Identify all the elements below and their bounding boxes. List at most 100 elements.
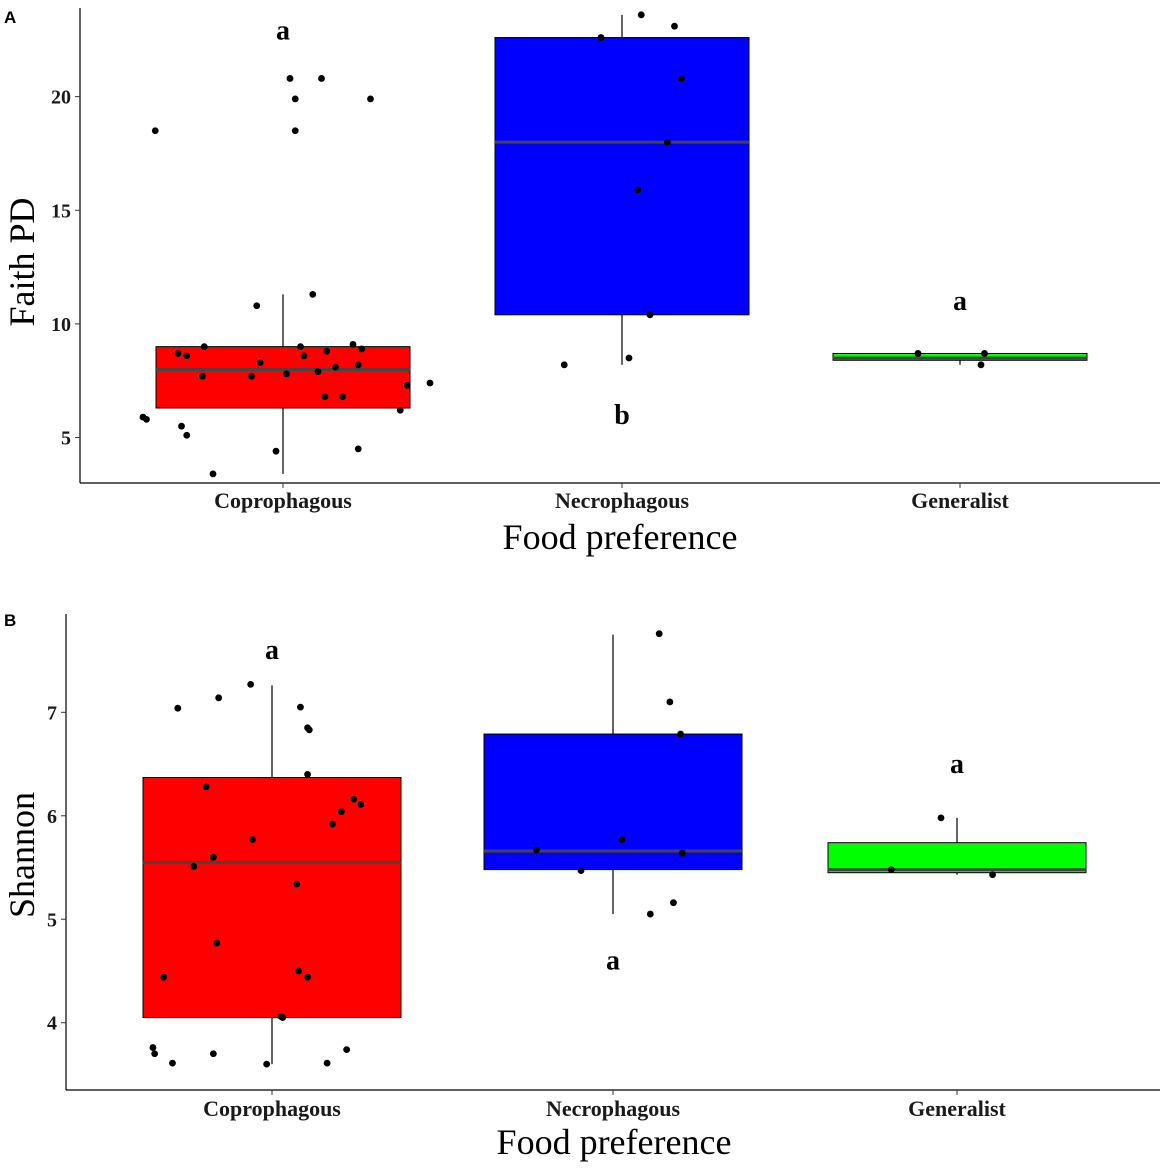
data-point-coprophagous bbox=[283, 370, 290, 378]
x-tick-label-necrophagous: Necrophagous bbox=[546, 1096, 680, 1121]
data-point-coprophagous bbox=[403, 381, 411, 389]
data-point-coprophagous bbox=[174, 350, 182, 357]
data-point-coprophagous bbox=[143, 415, 150, 423]
data-point-generalist bbox=[989, 871, 996, 879]
data-point-coprophagous bbox=[190, 863, 198, 870]
data-point-coprophagous bbox=[309, 290, 317, 298]
data-point-coprophagous bbox=[249, 836, 256, 843]
data-point-coprophagous bbox=[199, 372, 206, 380]
data-point-necrophagous bbox=[664, 138, 671, 146]
y-tick-label: 10 bbox=[51, 314, 71, 336]
data-point-necrophagous bbox=[560, 361, 568, 369]
y-tick-label: 6 bbox=[47, 806, 57, 828]
significance-letter-generalist: a bbox=[950, 749, 964, 780]
box-necrophagous bbox=[483, 733, 743, 871]
x-tick-label-generalist: Generalist bbox=[908, 1096, 1006, 1121]
data-point-generalist bbox=[937, 814, 945, 822]
data-point-coprophagous bbox=[350, 795, 358, 803]
data-point-coprophagous bbox=[396, 406, 404, 414]
data-point-coprophagous bbox=[305, 726, 313, 734]
data-point-necrophagous bbox=[533, 846, 540, 854]
x-axis-title-a: Food preference bbox=[503, 517, 738, 557]
significance-letter-coprophagous: a bbox=[276, 16, 290, 47]
data-point-necrophagous bbox=[666, 698, 674, 706]
data-point-coprophagous bbox=[215, 694, 223, 702]
data-point-coprophagous bbox=[358, 345, 366, 353]
data-point-coprophagous bbox=[256, 359, 264, 366]
data-point-generalist bbox=[981, 350, 988, 357]
data-point-necrophagous bbox=[655, 630, 663, 638]
data-point-coprophagous bbox=[272, 447, 280, 455]
panel-letter-a: A bbox=[4, 8, 16, 27]
plot-area-b: 4 5 6 7 Coprophagous Necrophagous Generalist a a… bbox=[47, 614, 1160, 1121]
data-point-necrophagous bbox=[671, 22, 678, 30]
data-point-coprophagous bbox=[354, 445, 362, 453]
data-point-coprophagous bbox=[314, 368, 322, 376]
data-point-coprophagous bbox=[304, 973, 311, 981]
panel-b: B 4 5 6 7 Coprophagous Necrophagous Generalist… bbox=[2, 611, 1160, 1162]
data-point-coprophagous bbox=[304, 770, 311, 778]
data-point-necrophagous bbox=[618, 836, 626, 843]
x-tick-label-coprophagous: Coprophagous bbox=[203, 1096, 341, 1121]
data-point-necrophagous bbox=[646, 910, 654, 918]
x-tick-label-necrophagous: Necrophagous bbox=[555, 488, 689, 513]
data-point-generalist bbox=[914, 350, 922, 357]
data-point-coprophagous bbox=[293, 880, 301, 888]
data-point-necrophagous bbox=[678, 849, 686, 857]
data-point-coprophagous bbox=[300, 352, 308, 360]
data-point-necrophagous bbox=[677, 730, 684, 738]
data-point-coprophagous bbox=[354, 361, 362, 369]
x-axis-title-b: Food preference bbox=[497, 1122, 732, 1162]
data-point-necrophagous bbox=[577, 867, 585, 875]
data-point-coprophagous bbox=[174, 704, 182, 712]
data-point-coprophagous bbox=[337, 808, 345, 816]
y-tick-label: 4 bbox=[47, 1013, 57, 1035]
data-point-coprophagous bbox=[209, 470, 217, 478]
data-point-coprophagous bbox=[426, 379, 434, 387]
data-point-coprophagous bbox=[209, 853, 217, 861]
x-tick-label-coprophagous: Coprophagous bbox=[214, 488, 352, 513]
data-point-coprophagous bbox=[149, 1044, 157, 1051]
data-point-necrophagous bbox=[637, 11, 645, 19]
significance-letter-necrophagous: a bbox=[606, 946, 620, 977]
data-point-coprophagous bbox=[169, 1059, 176, 1067]
data-point-coprophagous bbox=[318, 75, 325, 82]
data-point-coprophagous bbox=[291, 95, 299, 103]
data-point-coprophagous bbox=[247, 680, 255, 688]
y-tick-label: 5 bbox=[61, 428, 71, 450]
data-point-coprophagous bbox=[339, 393, 346, 401]
plot-area-a: 5 10 15 20 Coprophagous Necrophagous Generalis… bbox=[51, 8, 1160, 513]
box-coprophagous bbox=[142, 776, 402, 1019]
data-point-coprophagous bbox=[213, 939, 221, 947]
data-point-coprophagous bbox=[329, 820, 336, 828]
data-point-necrophagous bbox=[634, 186, 642, 194]
data-point-necrophagous bbox=[625, 354, 633, 362]
y-axis-title-b: Shannon bbox=[2, 792, 42, 918]
significance-letter-generalist: a bbox=[953, 286, 967, 317]
box-generalist bbox=[827, 842, 1087, 874]
box-necrophagous bbox=[494, 37, 750, 316]
data-point-coprophagous bbox=[178, 422, 185, 430]
y-axis-title-a: Faith PD bbox=[2, 197, 42, 326]
data-point-coprophagous bbox=[248, 372, 255, 380]
data-point-coprophagous bbox=[253, 302, 261, 310]
data-point-necrophagous bbox=[678, 75, 685, 82]
significance-letter-necrophagous: b bbox=[614, 400, 630, 431]
data-point-coprophagous bbox=[202, 783, 210, 791]
y-tick-label: 5 bbox=[47, 909, 57, 931]
y-tick-label: 7 bbox=[47, 702, 57, 724]
data-point-coprophagous bbox=[332, 363, 339, 371]
x-tick-label-generalist: Generalist bbox=[911, 488, 1009, 513]
data-point-coprophagous bbox=[349, 340, 357, 348]
data-point-coprophagous bbox=[209, 1050, 217, 1058]
data-point-necrophagous bbox=[646, 311, 654, 319]
data-point-coprophagous bbox=[151, 127, 159, 135]
significance-letter-coprophagous: a bbox=[265, 635, 279, 666]
data-point-coprophagous bbox=[357, 801, 365, 808]
data-point-necrophagous bbox=[597, 34, 605, 41]
data-point-necrophagous bbox=[670, 899, 677, 907]
data-point-coprophagous bbox=[291, 127, 299, 135]
data-point-coprophagous bbox=[200, 343, 208, 351]
data-point-coprophagous bbox=[151, 1050, 159, 1058]
